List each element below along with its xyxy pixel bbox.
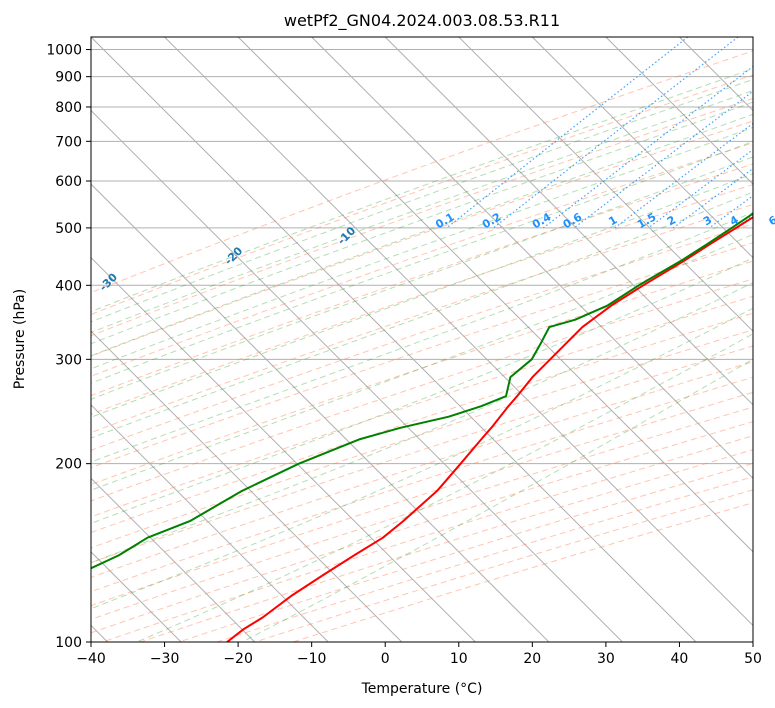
x-tick-label: 10 — [450, 651, 468, 667]
dry-adiabat-line — [91, 97, 753, 337]
plot-frame — [90, 36, 754, 643]
moist-adiabat-line — [91, 68, 753, 313]
dry-adiabat-line — [91, 260, 753, 486]
y-tick-label: 500 — [55, 221, 82, 237]
mixing-ratio-line — [672, 167, 753, 229]
moist-adiabat-line — [91, 113, 753, 357]
x-tick-label: −10 — [297, 651, 327, 667]
dry-adiabat-line — [91, 50, 753, 294]
moist-adiabat-line — [91, 211, 753, 463]
isotherm-line — [605, 37, 753, 185]
dry-adiabat-line — [91, 329, 753, 549]
isotherm-line — [311, 37, 753, 480]
dry-adiabat-line — [91, 203, 753, 434]
isotherm-line — [679, 37, 753, 112]
x-tick-label: 40 — [670, 651, 688, 667]
dry-adiabat-line — [91, 223, 753, 451]
x-tick-label: 20 — [523, 651, 541, 667]
moist-adiabat-line — [241, 358, 753, 642]
y-tick-label: 700 — [55, 134, 82, 150]
mixing-ratio-line — [735, 214, 753, 229]
y-tick-label: 900 — [55, 70, 82, 86]
chart-title: wetPf2_GN04.2024.003.08.53.R11 — [284, 11, 560, 31]
isotherm-line — [91, 477, 256, 642]
dry-adiabat-line — [91, 376, 753, 593]
isotherm-line — [458, 37, 753, 332]
y-tick-label: 1000 — [46, 43, 82, 59]
dry-adiabat-line — [292, 502, 753, 642]
isotherm-line — [91, 330, 403, 642]
x-tick-label: 50 — [744, 651, 762, 667]
axes-layer: −40 −30 −20 −10 0 10 20 30 40 50 1000 900 800 700 600 5… — [46, 43, 762, 667]
mixing-ratio-label: 6 — [766, 213, 775, 228]
isotherm-line — [91, 256, 476, 642]
isotherm-line — [531, 37, 753, 259]
moist-adiabat-line — [91, 140, 753, 384]
y-tick-label: 200 — [55, 457, 82, 473]
dry-adiabat-line — [91, 295, 753, 518]
x-tick-label: −40 — [76, 651, 106, 667]
moist-adiabat-line — [91, 257, 753, 524]
isotherm-line — [384, 37, 753, 406]
dry-adiabat-line — [91, 391, 753, 607]
isotherm-line — [91, 183, 550, 642]
x-axis-label: Temperature (°C) — [361, 681, 483, 697]
isotherm-line — [237, 37, 753, 553]
dry-adiabat-line — [91, 312, 753, 534]
y-tick-label: 400 — [55, 278, 82, 294]
moist-adiabat-line — [91, 156, 753, 400]
y-tick-label: 300 — [55, 352, 82, 368]
dry-adiabat-line — [102, 435, 753, 642]
mixing-ratio-label: 1 — [606, 213, 619, 228]
mixing-ratio-line — [493, 37, 739, 229]
moist-adiabat-line — [91, 191, 753, 439]
dry-adiabat-line — [91, 120, 753, 357]
dry-adiabat-label: -30 — [97, 270, 120, 293]
dry-adiabat-label: -20 — [222, 244, 245, 267]
dry-adiabat-line — [91, 74, 753, 316]
x-tick-label: −30 — [150, 651, 180, 667]
grid-layer — [91, 37, 753, 642]
dry-adiabat-line — [91, 361, 753, 578]
mixing-ratio-line — [543, 65, 753, 229]
dry-adiabat-line — [91, 184, 753, 415]
moist-adiabat-line — [91, 307, 753, 610]
temperature-profile-line — [226, 216, 753, 642]
dewpoint-profile-line — [91, 212, 753, 570]
dry-adiabat-line — [178, 462, 753, 642]
isotherm-line — [752, 37, 753, 38]
y-tick-label: 800 — [55, 100, 82, 116]
moist-adiabat-line — [91, 282, 753, 564]
y-tick-label: 600 — [55, 174, 82, 190]
dry-adiabat-line — [91, 242, 753, 469]
x-tick-label: 0 — [381, 651, 390, 667]
moist-adiabat-line — [91, 101, 753, 345]
dry-adiabat-line — [91, 142, 753, 377]
dry-adiabat-line — [91, 406, 753, 620]
dry-adiabat-line — [91, 278, 753, 502]
moist-adiabat-line — [91, 90, 753, 334]
dry-adiabat-line — [91, 163, 753, 397]
x-tick-label: 30 — [597, 651, 615, 667]
data-layer — [91, 212, 753, 642]
x-tick-label: −20 — [223, 651, 253, 667]
line-labels-layer: 0.10.20.40.611.52346810131620253036-30-2… — [97, 210, 775, 294]
dry-adiabat-line — [91, 345, 753, 564]
moist-adiabat-line — [91, 233, 753, 491]
isotherm-line — [91, 109, 623, 642]
moist-adiabat-line — [136, 333, 753, 642]
moist-adiabat-line — [91, 78, 753, 323]
isotherm-line — [91, 37, 697, 642]
y-axis-label: Pressure (hPa) — [12, 289, 28, 389]
isotherm-line — [164, 37, 753, 627]
mixing-ratio-line — [573, 90, 753, 229]
moist-adiabat-line — [91, 173, 753, 418]
mixing-ratio-line — [446, 37, 689, 229]
moist-adiabat-line — [91, 126, 753, 370]
y-tick-label: 100 — [55, 635, 82, 651]
isotherm-line — [91, 404, 329, 642]
